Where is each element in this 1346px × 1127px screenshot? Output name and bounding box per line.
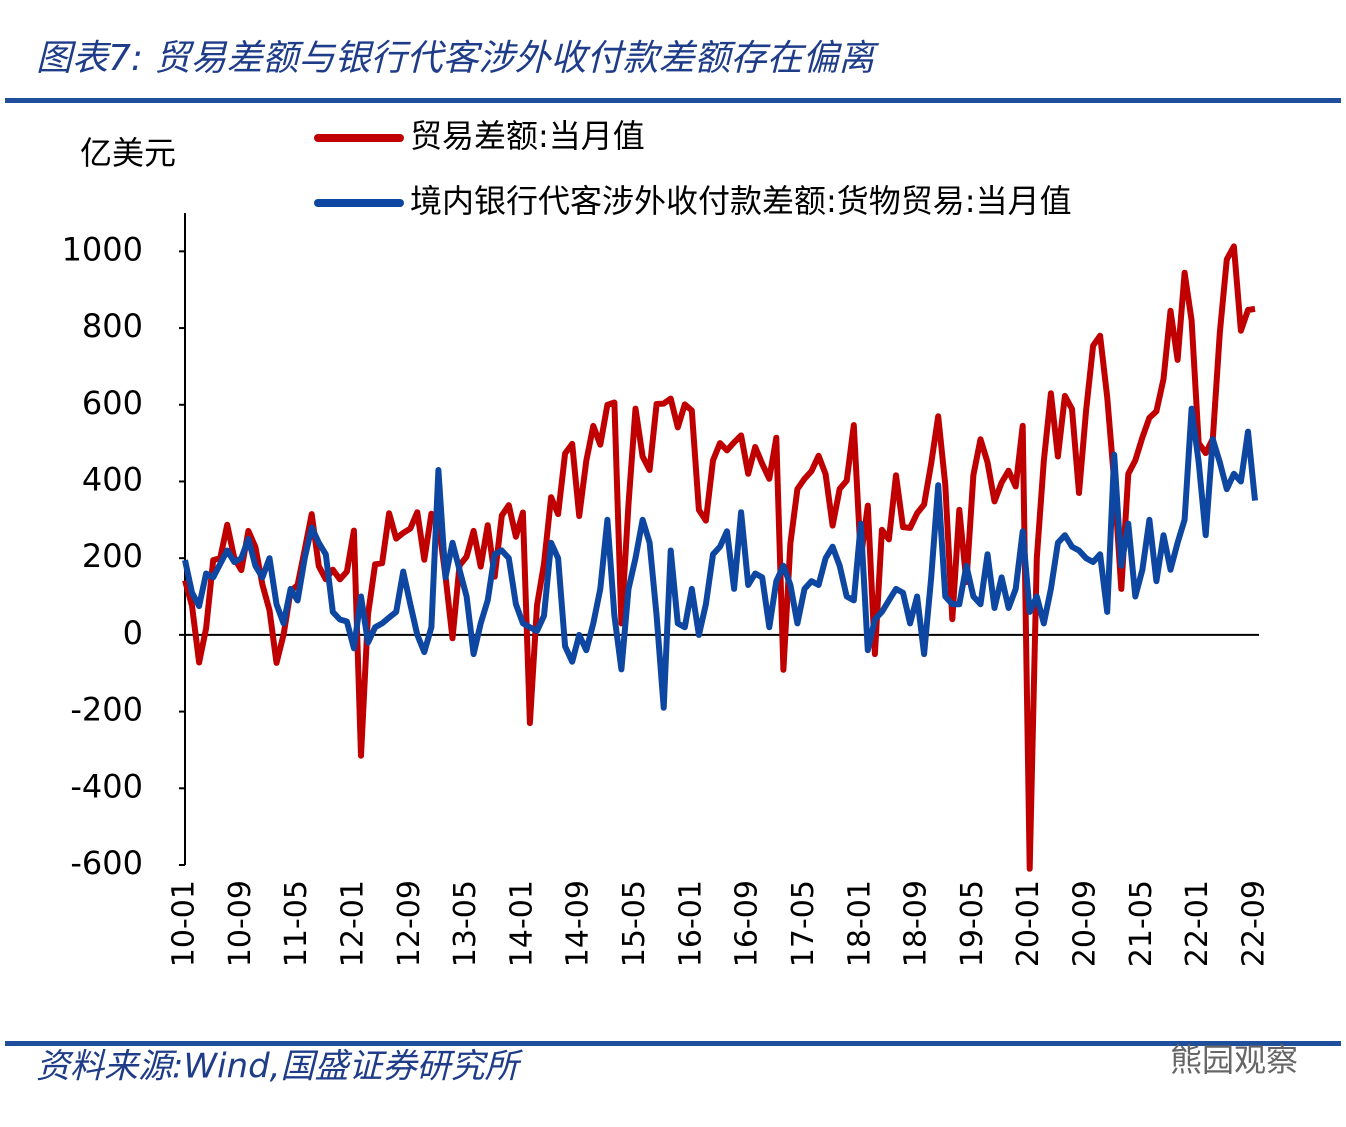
y-tick-label: -400: [70, 767, 143, 805]
watermark: 熊园观察: [1170, 1041, 1298, 1079]
x-tick-label: 17-05: [786, 880, 821, 967]
x-tick-label: 16-01: [673, 880, 708, 967]
y-tick-label: 600: [82, 384, 143, 422]
x-tick-label: 20-09: [1068, 880, 1103, 967]
x-tick-label: 21-05: [1124, 880, 1159, 967]
x-tick-label: 22-01: [1180, 880, 1215, 967]
series-line: [182, 243, 1256, 872]
x-tick-label: 16-09: [730, 880, 765, 967]
x-tick-label: 22-09: [1237, 880, 1272, 967]
source: 资料来源:Wind,国盛证券研究所: [36, 1047, 523, 1087]
x-tick-label: 14-01: [504, 880, 539, 967]
x-tick-label: 12-01: [335, 880, 370, 967]
x-tick-label: 14-09: [561, 880, 596, 967]
legend-label: 境内银行代客涉外收付款差额:货物贸易:当月值: [410, 182, 1072, 220]
y-tick-label: 400: [82, 460, 143, 498]
x-tick-label: 19-05: [955, 880, 990, 967]
footer-rule: [5, 1041, 1341, 1046]
y-tick-label: 1000: [62, 230, 143, 268]
x-tick-label: 12-09: [392, 880, 427, 967]
y-tick-label: 200: [82, 537, 143, 575]
x-tick-label: 18-09: [899, 880, 934, 967]
y-tick-label: -200: [70, 691, 143, 729]
series-line: [182, 405, 1258, 711]
x-tick-label: 15-05: [617, 880, 652, 967]
y-axis-label: 亿美元: [80, 134, 176, 172]
x-tick-label: 13-05: [448, 880, 483, 967]
x-tick-label: 11-05: [279, 880, 314, 967]
y-tick-label: 0: [123, 614, 143, 652]
x-tick-label: 10-09: [223, 880, 258, 967]
chart-title: 图表7: 贸易差额与银行代客涉外收付款差额存在偏离: [36, 38, 879, 79]
x-tick-label: 18-01: [842, 880, 877, 967]
legend-label: 贸易差额:当月值: [410, 117, 645, 155]
y-tick-label: 800: [82, 307, 143, 345]
x-tick-label: 20-01: [1011, 880, 1046, 967]
title-rule: [5, 98, 1341, 103]
x-tick-label: 10-01: [167, 880, 202, 967]
y-tick-label: -600: [70, 844, 143, 882]
